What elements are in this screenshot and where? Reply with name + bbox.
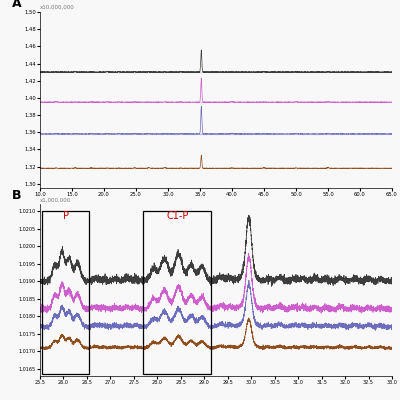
Text: B: B [12,189,21,202]
Text: P: P [63,211,69,221]
Text: A: A [12,0,22,10]
Bar [42,211,89,374]
Text: x10,000,000: x10,000,000 [40,5,75,10]
Bar [143,211,211,374]
Text: x1,000,000: x1,000,000 [40,197,71,202]
Text: C1-P: C1-P [166,211,188,221]
